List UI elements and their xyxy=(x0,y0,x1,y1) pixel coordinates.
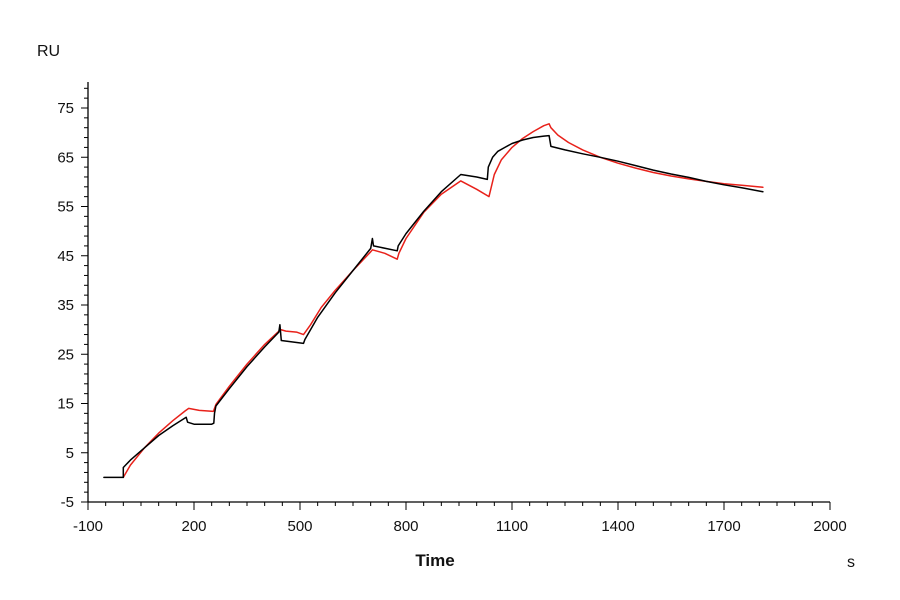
series-red-line xyxy=(122,123,764,479)
x-tick-label: 1400 xyxy=(601,518,634,535)
x-tick-label: 500 xyxy=(287,518,312,535)
x-axis-title: Time xyxy=(415,551,454,570)
y-tick-label: 55 xyxy=(57,199,74,216)
y-tick-label: 45 xyxy=(57,248,74,265)
y-tick-label: 25 xyxy=(57,346,74,363)
x-tick-label: -100 xyxy=(73,518,103,535)
x-tick-label: 200 xyxy=(181,518,206,535)
y-tick-label: 35 xyxy=(57,297,74,314)
x-tick-label: 1100 xyxy=(496,518,528,535)
y-tick-label: 75 xyxy=(57,100,74,117)
y-tick-label: -5 xyxy=(61,494,74,511)
x-tick-label: 1700 xyxy=(707,518,740,535)
x-axis-unit: s xyxy=(847,554,855,571)
series-black-line xyxy=(103,134,764,479)
axes xyxy=(81,82,831,510)
series-lines xyxy=(103,123,764,479)
x-tick-label: 800 xyxy=(393,518,418,535)
y-tick-label: 15 xyxy=(57,396,74,413)
x-tick-label: 2000 xyxy=(813,518,846,535)
y-tick-label: 65 xyxy=(57,149,74,166)
y-axis-title: RU xyxy=(37,43,60,60)
y-tick-label: 5 xyxy=(66,445,74,462)
tick-labels: -5 5 15 25 35 45 55 65 75 -100 200 500 800 1100 1400 17… xyxy=(57,100,846,535)
